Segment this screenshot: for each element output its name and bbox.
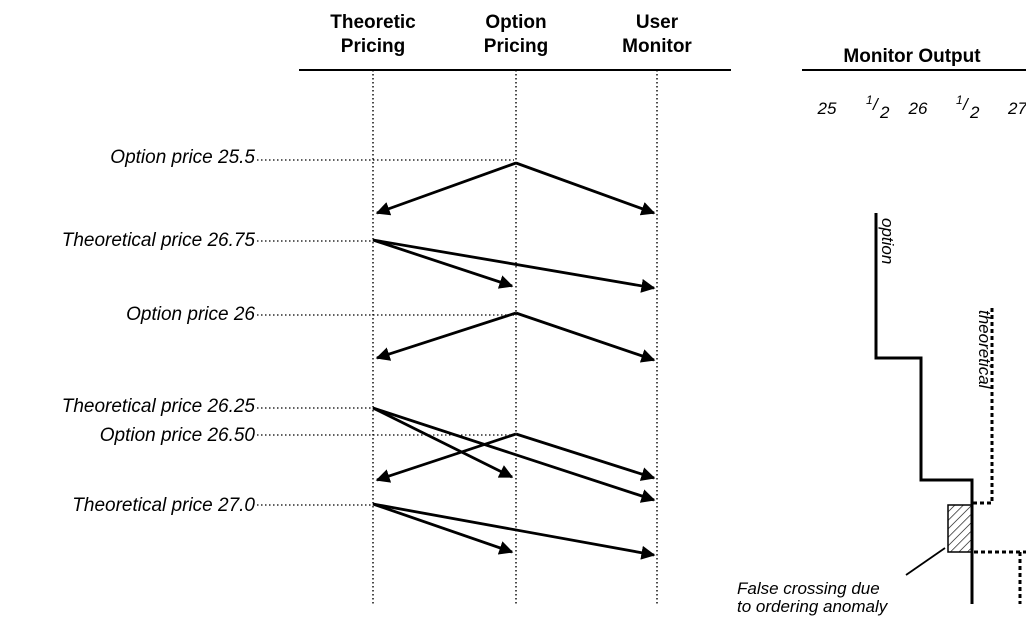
false-crossing-annotation: False crossing due to ordering anomaly [737, 547, 946, 616]
svg-text:/: / [962, 95, 970, 114]
scale-label-27: 27 [1007, 99, 1026, 118]
scale-label-26: 26 [908, 99, 928, 118]
scale-label-25: 25 [817, 99, 837, 118]
svg-text:2: 2 [879, 103, 890, 122]
arrow-theoretical-26-25-to-option [372, 406, 514, 479]
option-series-label: option [878, 218, 897, 264]
arrow-option-25-5-to-monitor [515, 161, 656, 216]
theoretical-trace [970, 308, 1026, 554]
arrow-theoretical-26-25-to-monitor [372, 406, 656, 503]
scale-label-half-1: 1 / 2 [866, 93, 890, 122]
event-label-option-26: Option price 26 [126, 304, 255, 325]
theoretical-series-label: theoretical [975, 310, 994, 390]
arrow-option-26-50-to-theoretic [375, 432, 517, 483]
monitor-output-plot: option theoretical [874, 213, 1026, 604]
annotation-line2: to ordering anomaly [737, 597, 889, 616]
timelines [372, 70, 658, 604]
event-labels: Option price 25.5 Theoretical price 26.7… [62, 147, 514, 516]
svg-text:2: 2 [969, 103, 980, 122]
scale-label-half-2: 1 / 2 [956, 93, 980, 122]
header-theoretic-pricing-line1: Theoretic [330, 12, 416, 33]
header-theoretic-pricing-line2: Pricing [341, 36, 405, 57]
arrow-theoretical-27-0-to-monitor [372, 502, 656, 560]
header-option-pricing-line1: Option [485, 12, 546, 33]
annotation-pointer [905, 547, 946, 576]
event-label-option-25-5: Option price 25.5 [110, 147, 255, 168]
message-arrows [372, 161, 656, 560]
arrow-theoretical-26-75-to-option [372, 238, 514, 289]
event-label-theoretical-26-75: Theoretical price 26.75 [62, 230, 256, 251]
svg-text:/: / [872, 95, 880, 114]
arrow-option-26-to-theoretic [375, 311, 517, 361]
header-user-monitor-line1: User [636, 12, 679, 33]
monitor-output-title: Monitor Output [843, 46, 981, 67]
header-user-monitor-line2: Monitor [622, 36, 692, 57]
arrow-option-25-5-to-theoretic [375, 161, 517, 216]
monitor-output-header: Monitor Output 25 1 / 2 26 1 / 2 27 [802, 46, 1026, 122]
event-label-theoretical-27-0: Theoretical price 27.0 [72, 495, 255, 516]
arrow-theoretical-26-75-to-monitor [372, 238, 656, 293]
arrow-theoretical-27-0-to-option [372, 502, 514, 555]
annotation-line1: False crossing due [737, 579, 880, 598]
event-label-option-26-50: Option price 26.50 [100, 425, 256, 446]
option-trace [874, 213, 974, 604]
header-option-pricing-line2: Pricing [484, 36, 548, 57]
arrow-option-26-50-to-monitor [515, 432, 656, 481]
column-headers: Theoretic Pricing Option Pricing User Mo… [299, 12, 731, 71]
svg-text:1: 1 [866, 93, 873, 107]
event-label-theoretical-26-25: Theoretical price 26.25 [62, 396, 256, 417]
false-crossing-region [947, 504, 973, 553]
svg-text:1: 1 [956, 93, 963, 107]
arrow-option-26-to-monitor [515, 311, 656, 363]
